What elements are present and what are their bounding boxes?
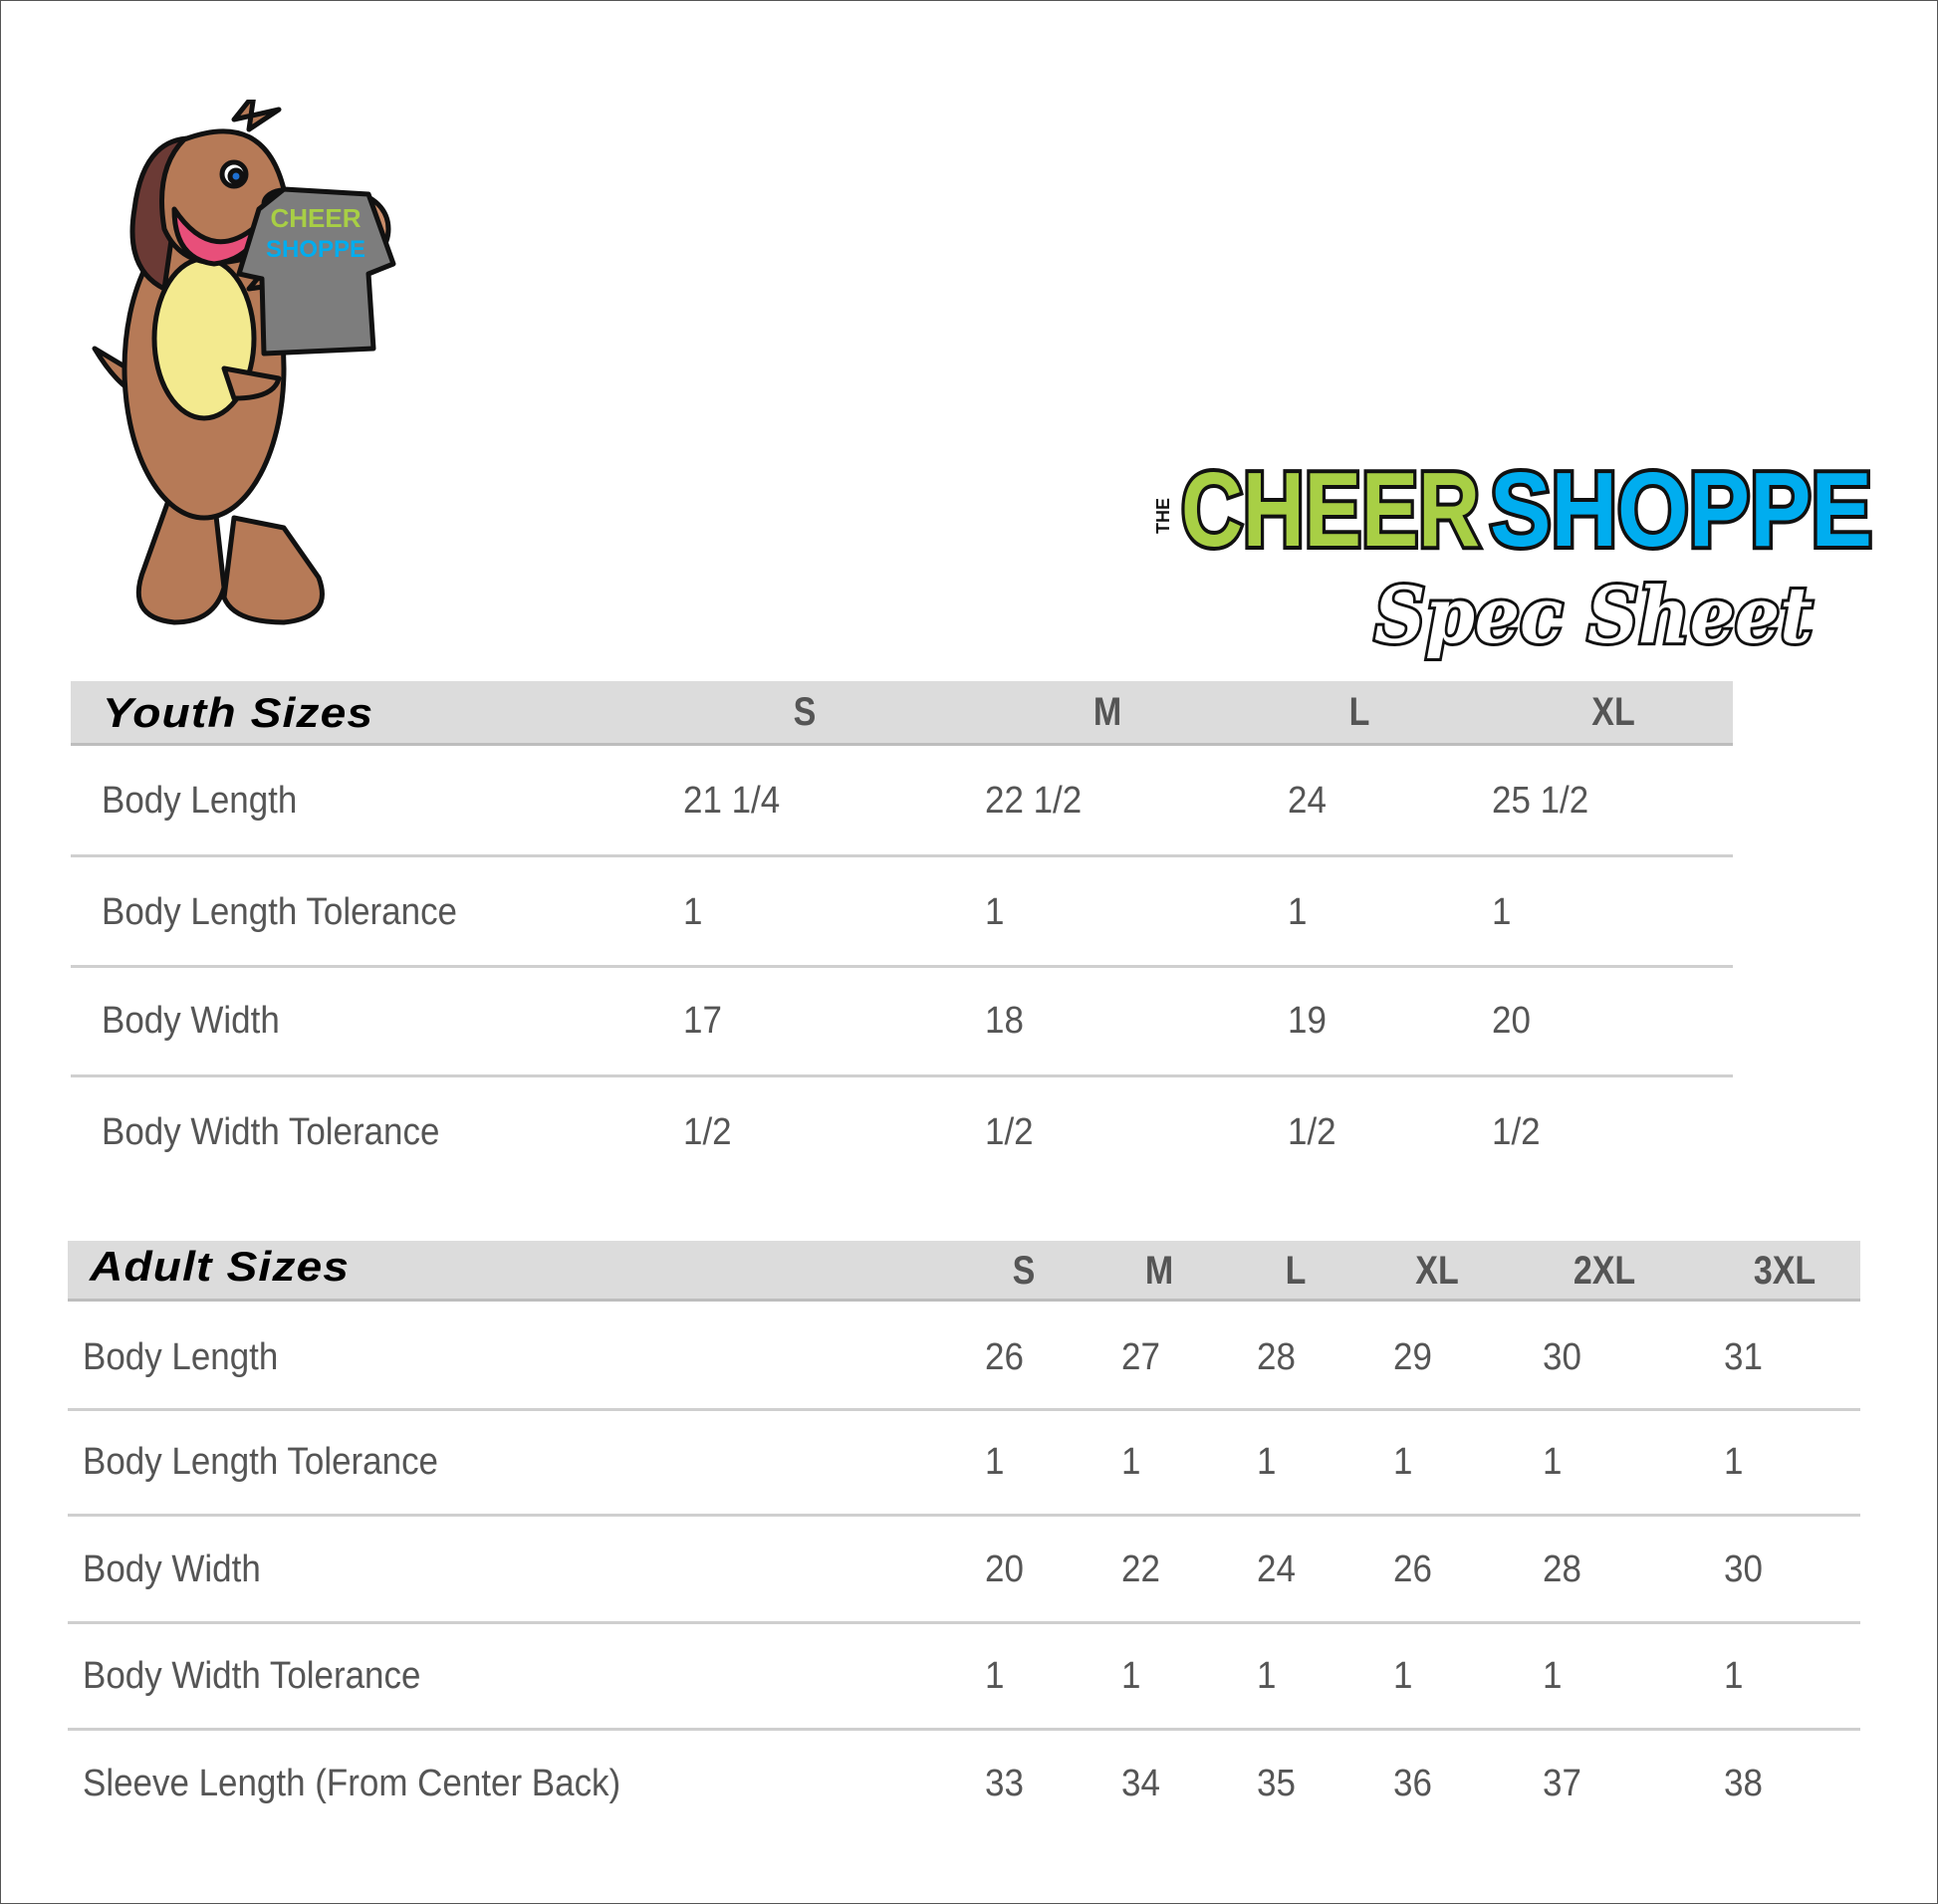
adult-cell-s: 1 <box>985 1655 1005 1697</box>
youth-row-divider <box>71 1074 1733 1077</box>
youth-cell-s: 1 <box>683 891 703 933</box>
youth-cell-m: 1 <box>985 891 1005 933</box>
adult-row-divider <box>68 1514 1860 1517</box>
adult-cell-xl: 36 <box>1393 1763 1432 1804</box>
adult-cell-xl: 26 <box>1393 1548 1432 1590</box>
adult-cell-s: 20 <box>985 1548 1024 1590</box>
adult-row-divider <box>68 1408 1860 1411</box>
adult-size-header-l: L <box>1285 1249 1307 1293</box>
youth-cell-xl: 1/2 <box>1492 1111 1541 1153</box>
adult-size-header-m: M <box>1144 1249 1174 1293</box>
adult-header-bar <box>68 1241 1860 1302</box>
youth-cell-l: 19 <box>1288 1000 1327 1042</box>
youth-header-bar <box>71 681 1733 746</box>
adult-cell-l: 24 <box>1257 1548 1296 1590</box>
adult-size-header-xl: XL <box>1415 1249 1459 1293</box>
youth-row-label: Body Width <box>102 1000 280 1042</box>
adult-cell-3xl: 1 <box>1724 1655 1744 1697</box>
youth-cell-m: 1/2 <box>985 1111 1034 1153</box>
adult-row-divider <box>68 1621 1860 1624</box>
adult-cell-2xl: 28 <box>1543 1548 1581 1590</box>
youth-size-header-xl: XL <box>1591 690 1635 734</box>
adult-cell-2xl: 1 <box>1543 1655 1563 1697</box>
youth-row-label: Body Length Tolerance <box>102 891 458 933</box>
adult-cell-3xl: 30 <box>1724 1548 1763 1590</box>
youth-cell-l: 24 <box>1288 780 1327 822</box>
youth-cell-s: 1/2 <box>683 1111 732 1153</box>
youth-cell-s: 21 1/4 <box>683 780 781 822</box>
youth-row-label: Body Length <box>102 780 298 822</box>
adult-size-header-s: S <box>1012 1249 1036 1293</box>
youth-cell-l: 1 <box>1288 891 1308 933</box>
youth-cell-l: 1/2 <box>1288 1111 1336 1153</box>
adult-cell-l: 28 <box>1257 1336 1296 1378</box>
youth-row-divider <box>71 854 1733 857</box>
adult-title: Adult Sizes <box>90 1243 351 1290</box>
cheer-shoppe-spec-sheet-logo: THE CHEER SHOPPE Spec Sheet <box>1153 447 1876 664</box>
youth-row-divider <box>71 965 1733 968</box>
adult-cell-s: 1 <box>985 1441 1005 1483</box>
adult-cell-2xl: 30 <box>1543 1336 1581 1378</box>
youth-cell-xl: 25 1/2 <box>1492 780 1589 822</box>
logo-cheer: CHEER <box>1181 451 1480 569</box>
adult-row-label: Sleeve Length (From Center Back) <box>83 1763 621 1804</box>
dog-mascot-illustration: CHEER SHOPPE <box>92 100 396 625</box>
adult-cell-m: 22 <box>1121 1548 1160 1590</box>
youth-title: Youth Sizes <box>103 689 374 736</box>
adult-row-label: Body Length <box>83 1336 279 1378</box>
youth-size-header-l: L <box>1348 690 1370 734</box>
adult-cell-2xl: 37 <box>1543 1763 1581 1804</box>
youth-row-label: Body Width Tolerance <box>102 1111 440 1153</box>
youth-size-header-s: S <box>793 690 817 734</box>
logo-spec-sheet: Spec Sheet <box>1374 571 1813 661</box>
adult-cell-xl: 1 <box>1393 1441 1413 1483</box>
youth-cell-s: 17 <box>683 1000 722 1042</box>
shirt-text-shoppe: SHOPPE <box>266 236 365 263</box>
youth-cell-m: 18 <box>985 1000 1024 1042</box>
adult-cell-2xl: 1 <box>1543 1441 1563 1483</box>
adult-cell-s: 26 <box>985 1336 1024 1378</box>
adult-cell-s: 33 <box>985 1763 1024 1804</box>
adult-cell-xl: 1 <box>1393 1655 1413 1697</box>
adult-cell-3xl: 38 <box>1724 1763 1763 1804</box>
adult-size-header-3xl: 3XL <box>1753 1249 1817 1293</box>
youth-size-header-m: M <box>1092 690 1122 734</box>
adult-cell-m: 1 <box>1121 1441 1141 1483</box>
adult-cell-m: 1 <box>1121 1655 1141 1697</box>
youth-cell-m: 22 1/2 <box>985 780 1083 822</box>
adult-row-divider <box>68 1728 1860 1731</box>
youth-cell-xl: 1 <box>1492 891 1512 933</box>
adult-cell-l: 1 <box>1257 1655 1277 1697</box>
adult-cell-l: 35 <box>1257 1763 1296 1804</box>
adult-row-label: Body Length Tolerance <box>83 1441 439 1483</box>
logo-the: THE <box>1153 498 1173 534</box>
adult-cell-m: 27 <box>1121 1336 1160 1378</box>
adult-cell-xl: 29 <box>1393 1336 1432 1378</box>
logo-shoppe: SHOPPE <box>1490 451 1872 569</box>
youth-cell-xl: 20 <box>1492 1000 1531 1042</box>
adult-cell-3xl: 31 <box>1724 1336 1763 1378</box>
adult-row-label: Body Width Tolerance <box>83 1655 421 1697</box>
adult-row-label: Body Width <box>83 1548 261 1590</box>
adult-cell-m: 34 <box>1121 1763 1160 1804</box>
adult-size-header-2xl: 2XL <box>1573 1249 1636 1293</box>
adult-cell-l: 1 <box>1257 1441 1277 1483</box>
shirt-text-cheer: CHEER <box>270 203 361 233</box>
adult-cell-3xl: 1 <box>1724 1441 1744 1483</box>
